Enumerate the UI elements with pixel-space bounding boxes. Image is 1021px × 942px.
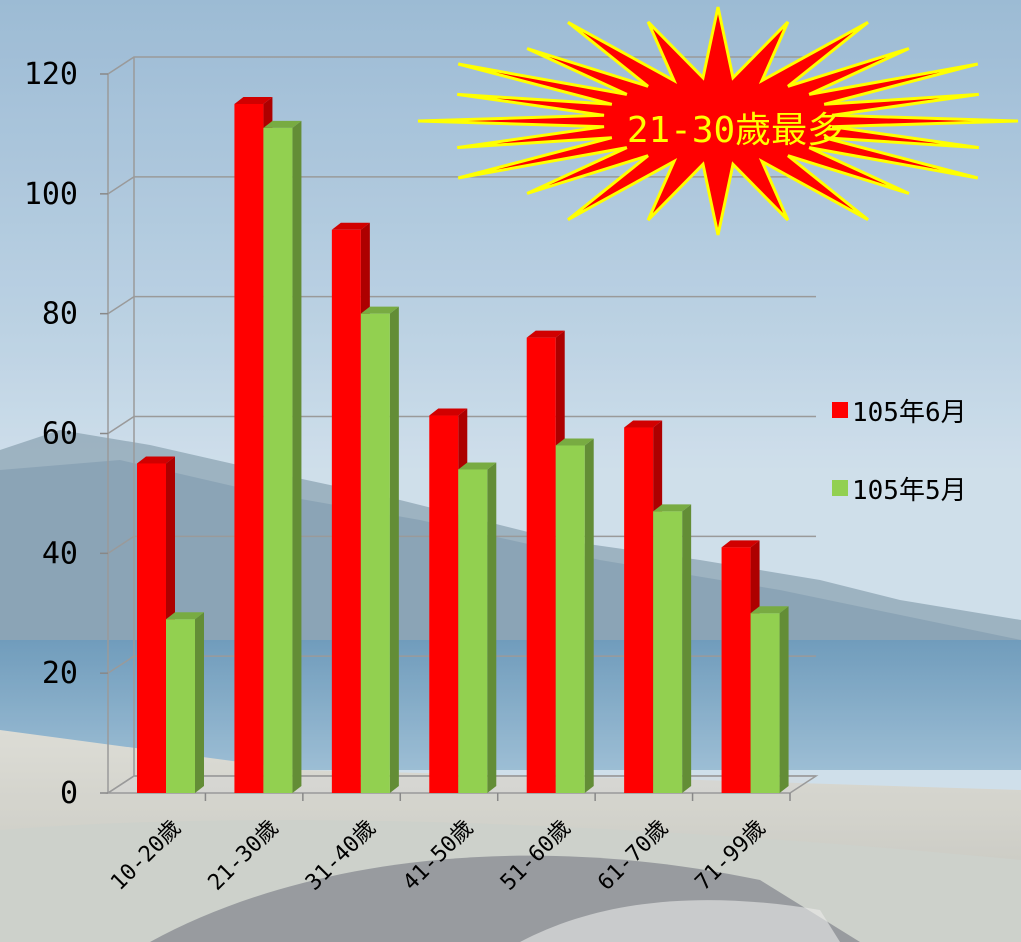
- bar-side: [487, 462, 497, 793]
- legend-swatch-jun: [832, 402, 848, 418]
- bar-side: [389, 306, 399, 793]
- y-tick-label: 60: [42, 417, 78, 452]
- bar-side: [195, 612, 204, 793]
- y-tick-label: 20: [42, 656, 78, 691]
- bar-top: [750, 606, 789, 614]
- bar-front: [458, 469, 488, 793]
- legend-label-jun: 105年6月: [852, 398, 967, 428]
- bar-top: [234, 96, 273, 104]
- starburst-callout: 21-30歲最多: [417, 6, 1019, 236]
- bar-front: [166, 619, 195, 793]
- bar-front: [234, 103, 264, 794]
- bar-front: [526, 337, 556, 793]
- bar-front: [555, 445, 585, 793]
- bar-front: [137, 463, 166, 793]
- bar-front: [429, 415, 459, 793]
- bar-front: [624, 427, 654, 793]
- bar-side: [292, 120, 302, 794]
- legend: 105年6月 105年5月: [832, 398, 967, 506]
- y-tick-label: 100: [24, 177, 78, 212]
- bar-top: [721, 540, 760, 548]
- bar-front: [721, 547, 751, 793]
- bar-front: [750, 613, 780, 793]
- bar-front: [653, 511, 683, 793]
- bar-may: [750, 606, 789, 793]
- bar-side: [682, 504, 692, 793]
- bar-front: [263, 127, 293, 794]
- bar-may: [555, 438, 594, 793]
- bar-top: [624, 420, 663, 428]
- bar-top: [360, 306, 399, 314]
- legend-label-may: 105年5月: [852, 476, 967, 506]
- bar-may: [653, 504, 692, 793]
- bars: [137, 96, 789, 794]
- bar-top: [331, 222, 370, 230]
- y-tick-label: 40: [42, 536, 78, 571]
- starburst-shape: [417, 6, 1019, 236]
- bar-top: [555, 438, 594, 446]
- starburst-text: 21-30歲最多: [627, 110, 843, 151]
- bar-may: [458, 462, 497, 793]
- bar-front: [331, 229, 361, 794]
- bar-may: [360, 306, 399, 793]
- bar-top: [526, 330, 565, 338]
- bar-may: [263, 120, 302, 794]
- bar-top: [263, 120, 302, 128]
- bar-may: [166, 612, 204, 793]
- y-tick-label: 80: [42, 297, 78, 332]
- bar-side: [779, 606, 789, 793]
- bar-top: [166, 612, 204, 620]
- y-tick-label: 0: [60, 776, 78, 811]
- bar-side: [584, 438, 594, 793]
- bar-front: [360, 313, 390, 793]
- bar-top: [653, 504, 692, 512]
- y-axis-ticks: 0 20 40 60 80 100 120: [24, 57, 108, 811]
- bar-top: [429, 408, 468, 416]
- bar-top: [137, 456, 175, 464]
- bar-top: [458, 462, 497, 470]
- legend-swatch-may: [832, 480, 848, 496]
- y-tick-label: 120: [24, 57, 78, 92]
